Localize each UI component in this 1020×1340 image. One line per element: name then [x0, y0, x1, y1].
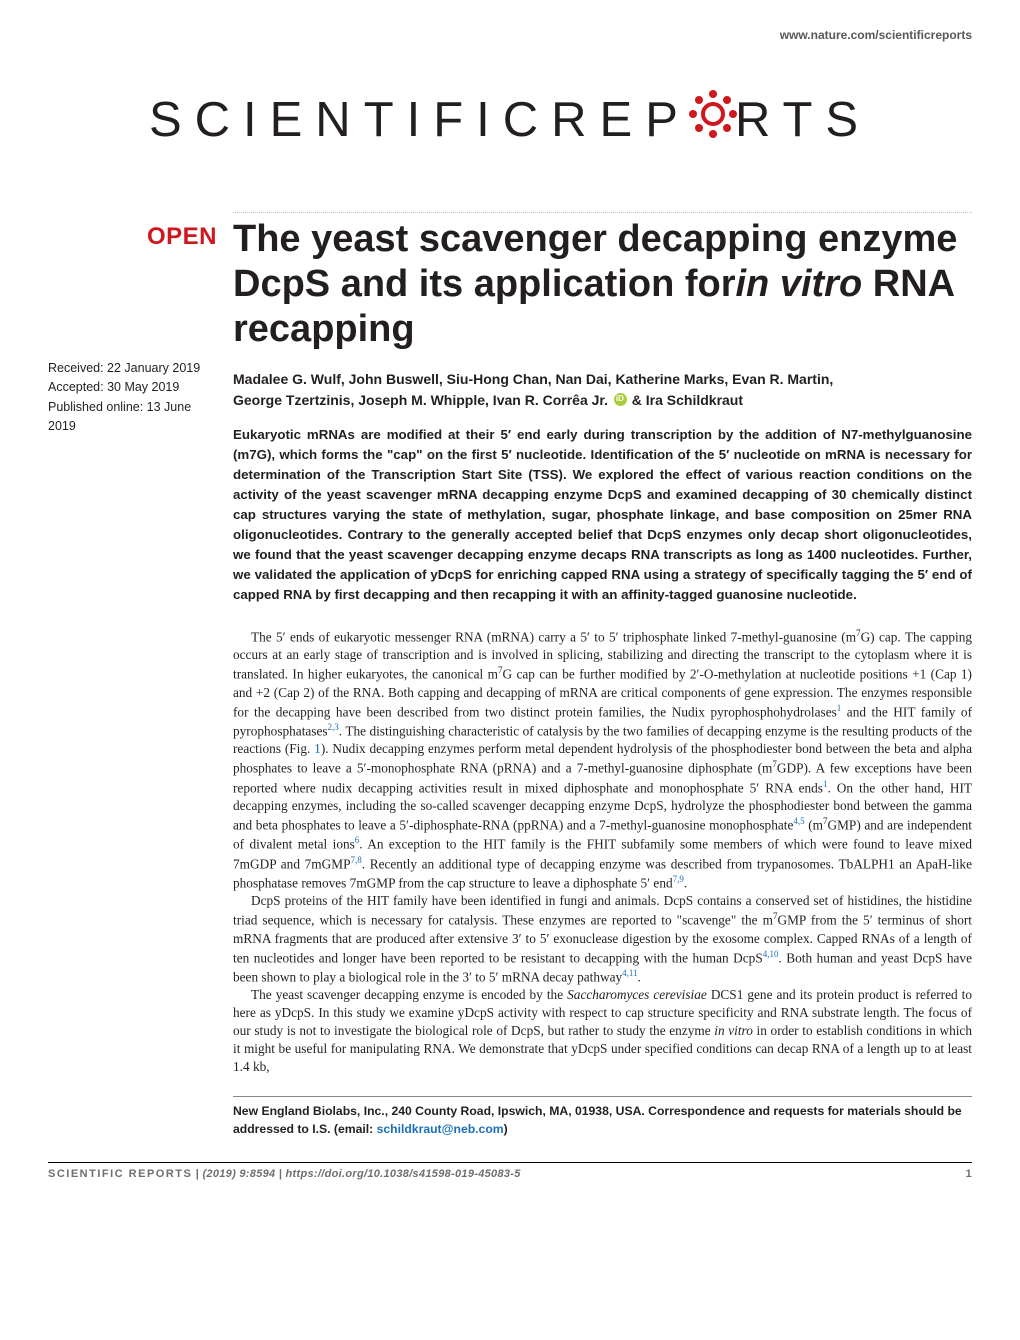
authors-line-2a: George Tzertzinis, Joseph M. Whipple, Iv… [233, 392, 608, 408]
paragraph-2: DcpS proteins of the HIT family have bee… [233, 892, 972, 986]
authors-line-1: Madalee G. Wulf, John Buswell, Siu-Hong … [233, 371, 833, 387]
abstract: Eukaryotic mRNAs are modified at their 5… [233, 425, 972, 604]
affiliation-rule [233, 1096, 972, 1097]
open-access-badge: OPEN [48, 223, 217, 251]
orcid-icon[interactable] [614, 393, 627, 406]
citation-ref[interactable]: 7,9 [673, 874, 684, 884]
footer-rule [48, 1162, 972, 1163]
citation-ref[interactable]: 4,10 [763, 949, 779, 959]
correspondence-email[interactable]: schildkraut@neb.com [377, 1122, 504, 1136]
title-text-italic: in vitro [736, 263, 863, 305]
page-footer: SCIENTIFIC REPORTS | (2019) 9:8594 | htt… [48, 1168, 972, 1180]
article-title: The yeast scavenger decapping enzyme Dcp… [233, 217, 972, 351]
figure-ref[interactable]: 1 [314, 741, 321, 756]
logo-text-1: SCIENTIFIC [149, 92, 551, 148]
date-received: Received: 22 January 2019 [48, 359, 217, 378]
body-text: The 5′ ends of eukaryotic messenger RNA … [233, 627, 972, 1076]
footer-citation: (2019) 9:8594 | https://doi.org/10.1038/… [202, 1168, 520, 1180]
journal-url: www.nature.com/scientificreports [48, 28, 972, 42]
paragraph-3: The yeast scavenger decapping enzyme is … [233, 986, 972, 1076]
affiliation: New England Biolabs, Inc., 240 County Ro… [233, 1103, 972, 1138]
gear-icon [685, 86, 741, 154]
footer-journal: SCIENTIFIC REPORTS [48, 1168, 192, 1180]
paragraph-1: The 5′ ends of eukaryotic messenger RNA … [233, 627, 972, 892]
citation-ref[interactable]: 2,3 [328, 722, 339, 732]
dotted-rule [233, 212, 972, 213]
citation-ref[interactable]: 4,5 [793, 816, 804, 826]
date-published: Published online: 13 June 2019 [48, 398, 217, 437]
citation-ref[interactable]: 7,8 [350, 855, 361, 865]
authors-line-2b: & Ira Schildkraut [632, 392, 743, 408]
page-number: 1 [966, 1168, 972, 1180]
author-list: Madalee G. Wulf, John Buswell, Siu-Hong … [233, 369, 972, 411]
citation-ref[interactable]: 4,11 [622, 968, 637, 978]
logo-text-2: REP [551, 92, 691, 148]
date-accepted: Accepted: 30 May 2019 [48, 378, 217, 397]
journal-logo: SCIENTIFIC REP RTS [48, 86, 972, 154]
logo-text-3: RTS [735, 92, 871, 148]
